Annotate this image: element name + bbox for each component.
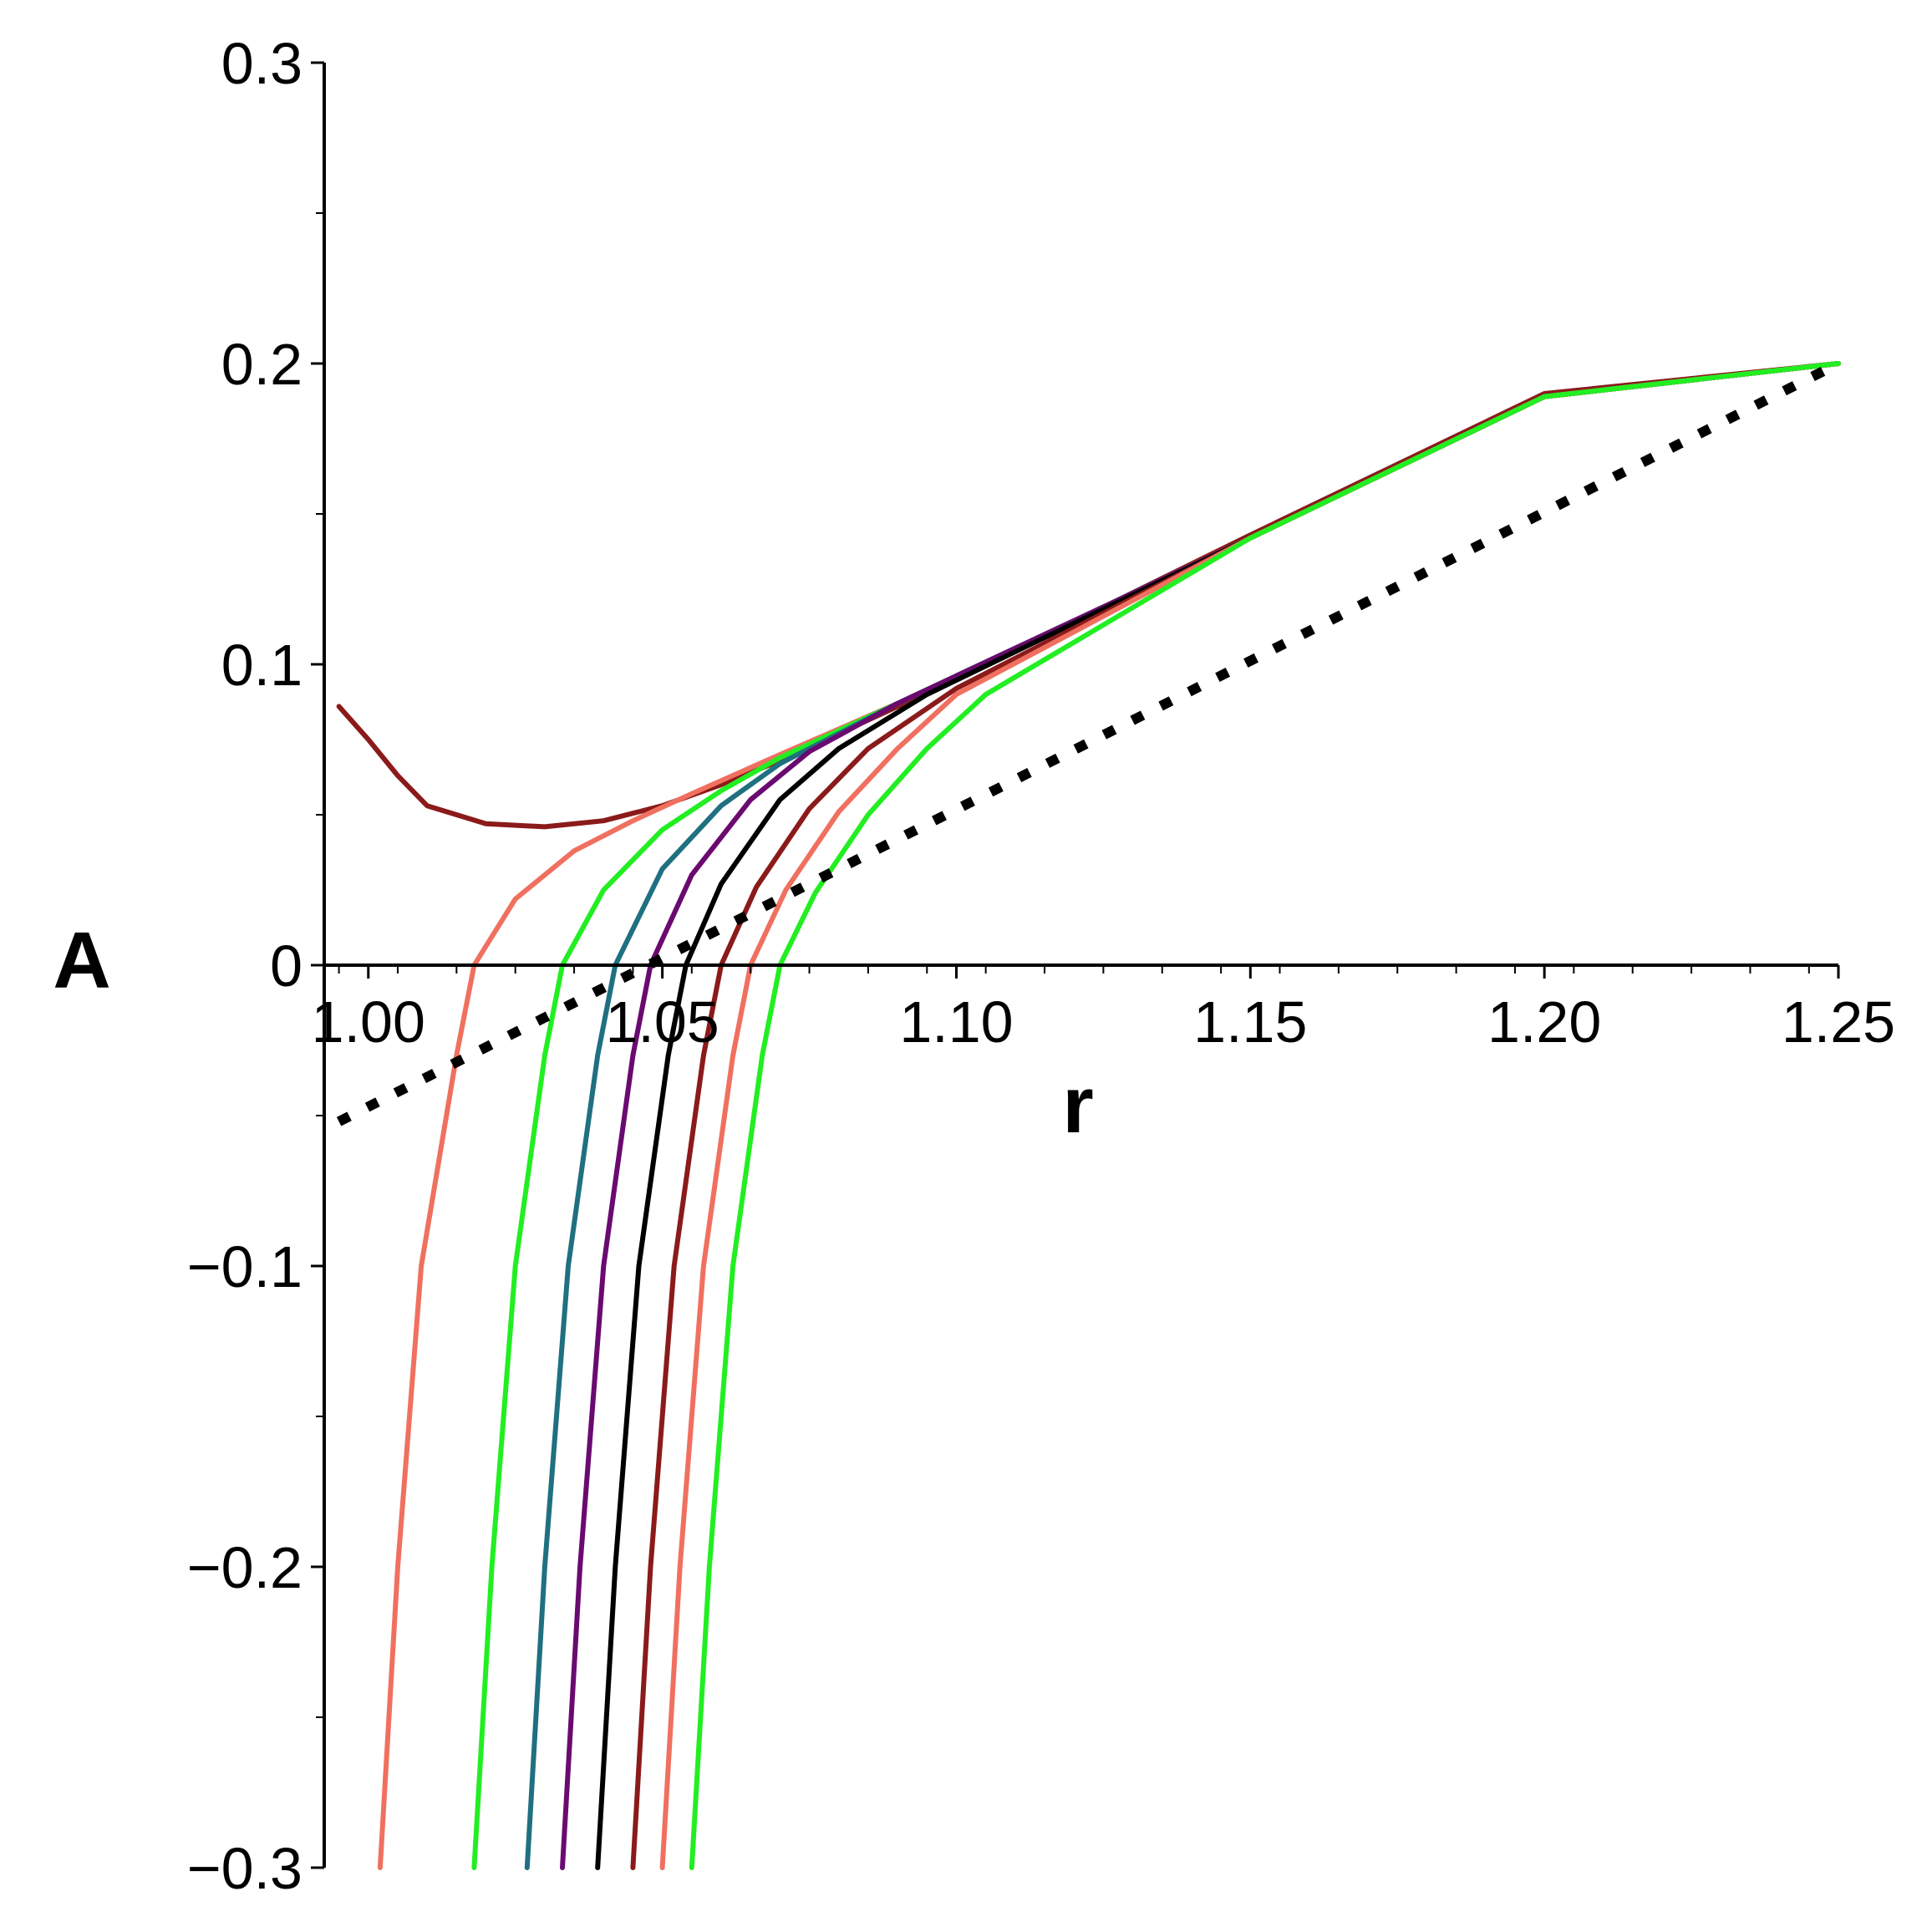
x-tick-label: 1.25 [1782,989,1895,1055]
series-line-10 [336,358,1841,1126]
y-tick-label: −0.2 [187,1535,303,1600]
x-tick-label: 1.05 [605,989,719,1055]
series-line-8 [659,361,1841,1870]
axes-layer [323,63,1838,1868]
x-tick-label: 1.20 [1487,989,1601,1055]
y-tick-label: −0.3 [187,1836,303,1901]
ticks-layer: 0.3 0.2 0.1 0 −0.1 −0.2 −0.3 1.00 1.05 1.10 1.15 1.… [187,31,1895,1901]
series-layer [336,358,1841,1870]
y-axis-title: A [53,916,110,1005]
y-tick-label: 0.2 [221,332,303,397]
y-tick-label: −0.1 [187,1234,303,1299]
series-line-2 [377,361,1841,1870]
y-tick-label: 0.3 [221,31,303,96]
x-tick-label: 1.00 [312,989,425,1055]
x-tick-label: 1.10 [899,989,1013,1055]
y-tick-label: 0.1 [221,633,303,698]
series-line-9 [689,361,1841,1870]
x-tick-label: 1.15 [1193,989,1307,1055]
series-line-7 [630,361,1841,1870]
y-tick-label: 0 [270,933,303,999]
series-line-6 [595,361,1841,1870]
x-axis-title: r [1062,1060,1093,1150]
series-line-1 [336,361,1841,830]
